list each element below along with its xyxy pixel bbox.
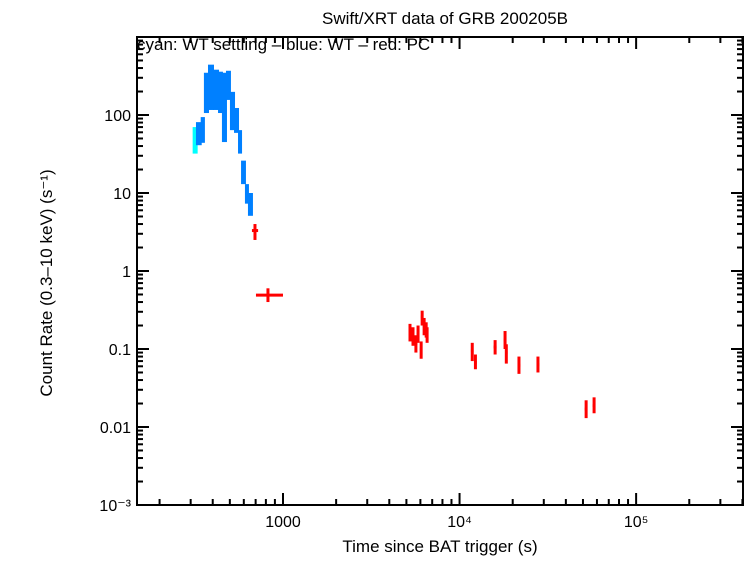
y-tick-label: 1 — [122, 264, 131, 281]
plot-frame — [136, 36, 744, 506]
wt-point — [195, 122, 202, 146]
axis-ticks: 1000 10⁴ 10⁵ 10⁻³ 0.01 0.1 1 10 100 — [99, 37, 744, 531]
chart-title: Swift/XRT data of GRB 200205B — [322, 9, 568, 28]
y-tick-label: 10 — [113, 186, 131, 203]
wt-settling-point — [192, 127, 198, 154]
wt-point — [244, 184, 249, 204]
wt-point — [229, 91, 236, 131]
x-tick-label: 10⁴ — [447, 514, 472, 531]
y-tick-label: 0.1 — [109, 342, 131, 359]
x-tick-label: 10⁵ — [624, 514, 648, 531]
wt-point — [247, 193, 253, 216]
wt-point — [212, 69, 220, 110]
wt-point — [218, 71, 223, 114]
y-tick-label: 0.01 — [100, 420, 131, 437]
x-tick-label: 1000 — [265, 514, 301, 531]
y-tick-label: 100 — [104, 108, 131, 125]
y-tick-label: 10⁻³ — [99, 498, 131, 515]
wt-point — [203, 72, 209, 114]
data-layer — [192, 64, 596, 419]
wt-point — [225, 70, 231, 100]
wt-point — [221, 72, 227, 143]
wt-point — [241, 160, 246, 185]
y-axis-label: Count Rate (0.3–10 keV) (s⁻¹) — [37, 169, 56, 396]
wt-point — [207, 64, 214, 110]
wt-point — [200, 117, 205, 143]
wt-point — [238, 130, 243, 154]
x-axis-label: Time since BAT trigger (s) — [342, 537, 537, 556]
wt-point — [234, 107, 240, 133]
